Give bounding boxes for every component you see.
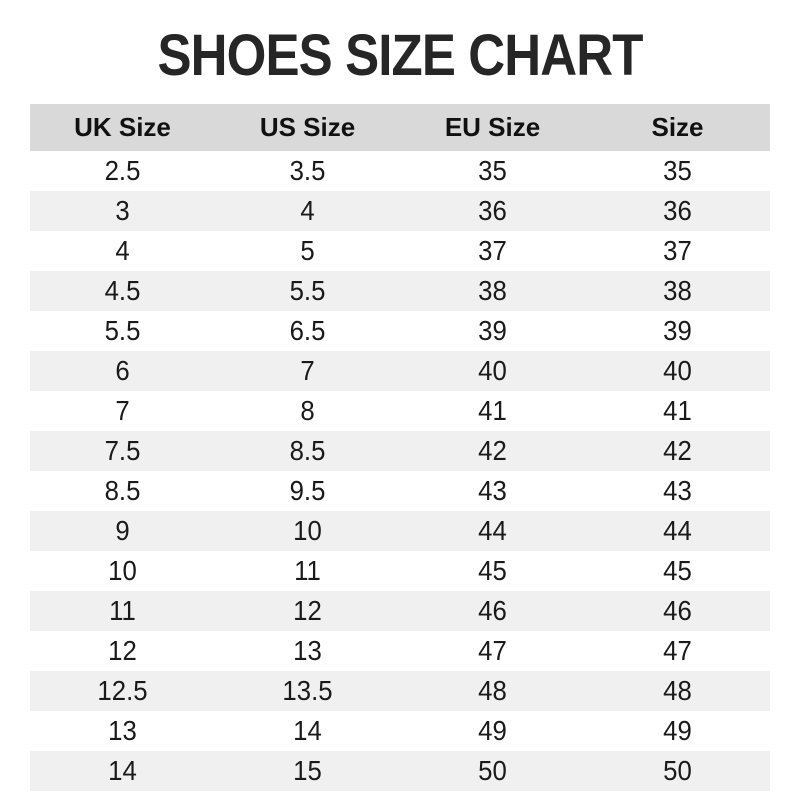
table-row: 4 5 37 37	[30, 231, 770, 271]
size-cell: 35	[663, 155, 692, 186]
table-row: 7 8 41 41	[30, 391, 770, 431]
size-cell: 5.5	[104, 315, 141, 346]
size-cell: 37	[663, 235, 692, 266]
table-row: 7.5 8.5 42 42	[30, 431, 770, 471]
size-cell: 3.5	[289, 155, 326, 186]
size-cell: 14	[293, 715, 322, 746]
size-cell: 14	[108, 755, 137, 786]
size-cell: 47	[478, 635, 507, 666]
size-cell: 7	[300, 355, 315, 386]
table-row: 8.5 9.5 43 43	[30, 471, 770, 511]
table-header: UK Size US Size EU Size Size	[30, 104, 770, 151]
page-title: SHOES SIZE CHART	[157, 23, 643, 88]
size-cell: 40	[663, 355, 692, 386]
table-row: 6 7 40 40	[30, 351, 770, 391]
size-cell: 6	[115, 355, 130, 386]
size-cell: 13	[293, 635, 322, 666]
size-cell: 15	[293, 755, 322, 786]
size-cell: 48	[663, 675, 692, 706]
header-eu-size: EU Size	[400, 104, 585, 151]
table-row: 5.5 6.5 39 39	[30, 311, 770, 351]
size-cell: 36	[478, 195, 507, 226]
table-row: 11 12 46 46	[30, 591, 770, 631]
size-cell: 5.5	[289, 275, 326, 306]
size-cell: 8.5	[104, 475, 141, 506]
size-cell: 12	[293, 595, 322, 626]
size-cell: 7	[115, 395, 130, 426]
size-cell: 7.5	[104, 435, 141, 466]
size-cell: 12.5	[97, 675, 148, 706]
table-row: 12 13 47 47	[30, 631, 770, 671]
size-cell: 37	[478, 235, 507, 266]
size-cell: 12	[108, 635, 137, 666]
size-cell: 39	[478, 315, 507, 346]
table-row: 13 14 49 49	[30, 711, 770, 751]
header-size: Size	[585, 104, 770, 151]
size-cell: 44	[478, 515, 507, 546]
size-cell: 45	[478, 555, 507, 586]
size-cell: 41	[663, 395, 692, 426]
size-cell: 38	[478, 275, 507, 306]
header-us-size: US Size	[215, 104, 400, 151]
size-cell: 36	[663, 195, 692, 226]
size-cell: 11	[109, 595, 136, 626]
header-uk-size: UK Size	[30, 104, 215, 151]
size-cell: 40	[478, 355, 507, 386]
size-cell: 2.5	[104, 155, 141, 186]
size-cell: 4.5	[104, 275, 141, 306]
size-cell: 47	[663, 635, 692, 666]
table-row: 12.5 13.5 48 48	[30, 671, 770, 711]
size-cell: 49	[478, 715, 507, 746]
table-row: 4.5 5.5 38 38	[30, 271, 770, 311]
size-cell: 6.5	[289, 315, 326, 346]
size-cell: 46	[663, 595, 692, 626]
size-cell: 43	[663, 475, 692, 506]
size-cell: 48	[478, 675, 507, 706]
size-cell: 13.5	[282, 675, 333, 706]
size-cell: 5	[300, 235, 315, 266]
size-cell: 4	[300, 195, 315, 226]
size-cell: 4	[115, 235, 130, 266]
size-cell: 9	[115, 515, 130, 546]
size-cell: 8	[300, 395, 315, 426]
table-row: 3 4 36 36	[30, 191, 770, 231]
size-cell: 11	[294, 555, 321, 586]
size-cell: 42	[478, 435, 507, 466]
table-row: 14 15 50 50	[30, 751, 770, 791]
size-cell: 38	[663, 275, 692, 306]
table-body: 2.5 3.5 35 35 3 4 36 36 4 5 37 37 4.5 5.5 38 38 5.5 6.5 39…	[30, 151, 770, 791]
size-cell: 50	[478, 755, 507, 786]
size-cell: 50	[663, 755, 692, 786]
size-cell: 9.5	[289, 475, 326, 506]
table-row: 2.5 3.5 35 35	[30, 151, 770, 191]
size-cell: 35	[478, 155, 507, 186]
table-row: 10 11 45 45	[30, 551, 770, 591]
header-row: UK Size US Size EU Size Size	[30, 104, 770, 151]
size-cell: 44	[663, 515, 692, 546]
size-cell: 13	[108, 715, 137, 746]
size-cell: 41	[478, 395, 507, 426]
size-cell: 49	[663, 715, 692, 746]
size-cell: 46	[478, 595, 507, 626]
size-cell: 8.5	[289, 435, 326, 466]
size-cell: 3	[115, 195, 130, 226]
size-chart-table: UK Size US Size EU Size Size 2.5 3.5 35 35 3…	[30, 104, 770, 791]
size-cell: 43	[478, 475, 507, 506]
size-cell: 45	[663, 555, 692, 586]
size-cell: 42	[663, 435, 692, 466]
table-row: 9 10 44 44	[30, 511, 770, 551]
size-cell: 10	[108, 555, 137, 586]
size-cell: 10	[293, 515, 322, 546]
size-cell: 39	[663, 315, 692, 346]
